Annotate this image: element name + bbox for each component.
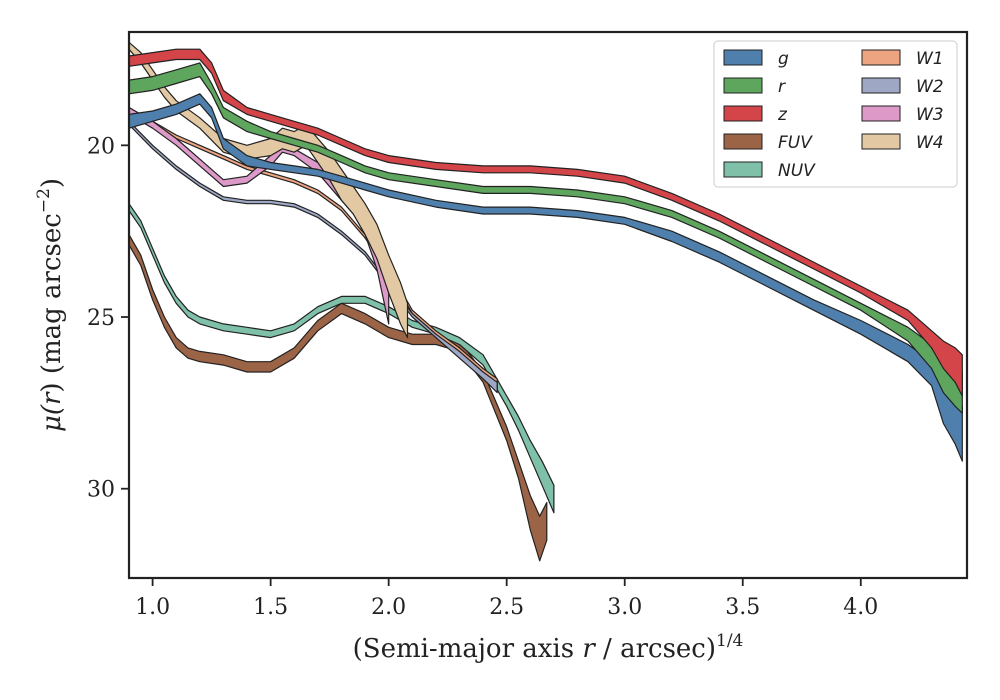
profile-bands [128, 41, 963, 562]
x-tick-label: 3.5 [725, 595, 760, 620]
y-tick-label: 30 [87, 478, 115, 503]
legend-label-r: r [778, 77, 786, 97]
x-tick-label: 2.0 [371, 595, 406, 620]
y-tick-label: 20 [87, 134, 115, 159]
legend-swatch-w3 [861, 105, 901, 122]
x-axis-ticks: 1.0 1.5 2.0 2.5 3.0 3.5 4.0 [135, 578, 878, 620]
legend-label-w3: W3 [916, 105, 944, 125]
band-r [128, 62, 963, 414]
legend-swatch-w2 [861, 77, 901, 94]
legend-swatch-z [723, 105, 763, 122]
x-tick-label: 2.5 [489, 595, 524, 620]
legend-swatch-nuv [723, 161, 763, 178]
legend: grz FUV NUV W1 W2 W3 W4 [713, 40, 958, 188]
y-tick-label: 25 [87, 306, 115, 331]
band-z [128, 48, 963, 397]
legend-label-z: z [777, 105, 788, 125]
legend-swatch-fuv [723, 133, 763, 150]
legend-swatch-w1 [861, 49, 901, 66]
legend-label-nuv: NUV [778, 161, 816, 181]
x-tick-label: 1.0 [135, 595, 170, 620]
x-tick-label: 4.0 [843, 595, 878, 620]
plot-frame [127, 30, 969, 580]
y-axis-ticks: 20 25 30 [87, 134, 129, 503]
band-w3 [128, 106, 390, 325]
legend-label-fuv: FUV [778, 133, 813, 153]
legend-swatch-w4 [861, 133, 901, 150]
band-g [128, 93, 963, 462]
x-tick-label: 1.5 [253, 595, 288, 620]
legend-swatch-r [723, 77, 763, 94]
legend-label-g: g [778, 49, 789, 69]
band-fuv [128, 234, 548, 562]
legend-label-w4: W4 [916, 133, 944, 153]
band-nuv [128, 203, 555, 514]
y-axis-title: μ(r) (mag arcsec−2) [34, 178, 67, 432]
legend-label-w1: W1 [916, 49, 944, 69]
band-w4 [128, 41, 409, 339]
legend-label-w2: W2 [916, 77, 944, 97]
x-tick-label: 3.0 [607, 595, 642, 620]
x-axis-title: (Semi-major axis r / arcsec)1/4 [353, 631, 744, 664]
band-w2 [128, 120, 498, 394]
legend-swatch-g [723, 49, 763, 66]
